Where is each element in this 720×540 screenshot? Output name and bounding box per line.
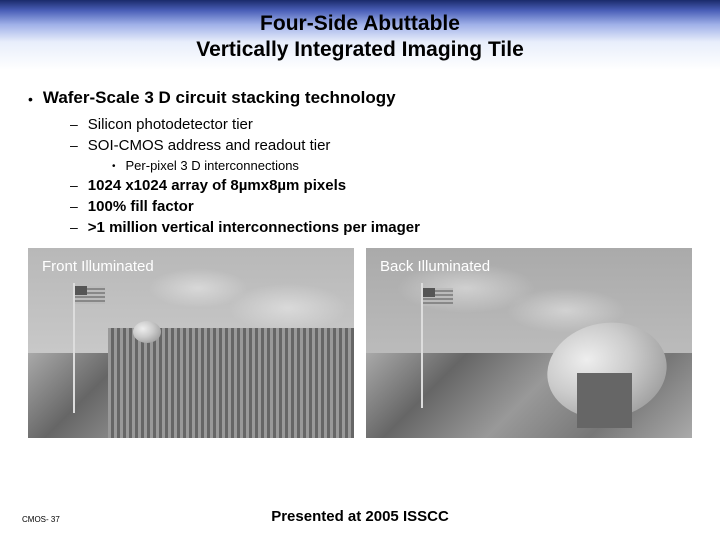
bullet-level2: – >1 million vertical interconnections p… bbox=[70, 219, 692, 236]
bullet-dash-icon: – bbox=[70, 177, 78, 193]
bullet-dash-icon: – bbox=[70, 219, 78, 235]
bullet-dash-icon: – bbox=[70, 137, 78, 153]
bullet-level2: – Silicon photodetector tier bbox=[70, 116, 692, 133]
title-line-2: Vertically Integrated Imaging Tile bbox=[196, 37, 524, 63]
images-row: Front Illuminated Back Illuminated bbox=[0, 248, 720, 438]
front-illuminated-image: Front Illuminated bbox=[28, 248, 354, 438]
bullet-level2: – 1024 x1024 array of 8µmx8µm pixels bbox=[70, 177, 692, 194]
bullet-level2: – SOI-CMOS address and readout tier bbox=[70, 137, 692, 154]
bullet-dot-small-icon: • bbox=[112, 161, 116, 172]
bullet-level3: • Per-pixel 3 D interconnections bbox=[112, 158, 692, 173]
bullet-dash-icon: – bbox=[70, 198, 78, 214]
back-illuminated-image: Back Illuminated bbox=[366, 248, 692, 438]
bullet-level1: • Wafer-Scale 3 D circuit stacking techn… bbox=[28, 88, 692, 108]
footer: Presented at 2005 ISSCC bbox=[0, 508, 720, 526]
bullet-dot-icon: • bbox=[28, 91, 33, 107]
bullet-dash-icon: – bbox=[70, 116, 78, 132]
title-line-1: Four-Side Abuttable bbox=[260, 11, 460, 37]
bullet-l1-text: Wafer-Scale 3 D circuit stacking technol… bbox=[43, 88, 396, 108]
bullet-l2c-text: 1024 x1024 array of 8µmx8µm pixels bbox=[88, 177, 346, 194]
bullet-l2e-text: >1 million vertical interconnections per… bbox=[88, 219, 420, 236]
bullet-l3a-text: Per-pixel 3 D interconnections bbox=[126, 158, 299, 173]
footer-text: Presented at 2005 ISSCC bbox=[271, 508, 449, 525]
back-caption: Back Illuminated bbox=[380, 258, 490, 275]
bullet-l2d-text: 100% fill factor bbox=[88, 198, 194, 215]
bullet-l2b-text: SOI-CMOS address and readout tier bbox=[88, 137, 331, 154]
content-area: • Wafer-Scale 3 D circuit stacking techn… bbox=[0, 70, 720, 236]
bullet-l2a-text: Silicon photodetector tier bbox=[88, 116, 253, 133]
front-caption: Front Illuminated bbox=[42, 258, 154, 275]
title-bar: Four-Side Abuttable Vertically Integrate… bbox=[0, 0, 720, 70]
bullet-level2: – 100% fill factor bbox=[70, 198, 692, 215]
